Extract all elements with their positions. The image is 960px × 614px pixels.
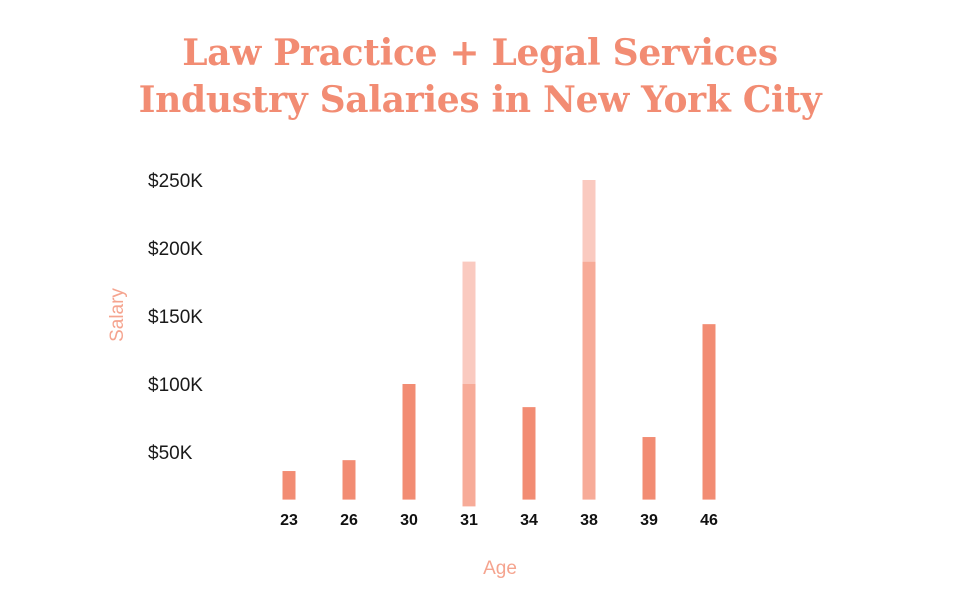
y-tick-label: $100K (148, 375, 203, 396)
x-tick-label: 39 (640, 512, 658, 529)
x-tick-label: 31 (460, 512, 478, 529)
bar (702, 324, 716, 500)
bar-segment-lower (582, 261, 596, 500)
y-tick-label: $50K (148, 443, 193, 464)
bars (282, 180, 716, 507)
x-tick-label: 30 (400, 512, 418, 529)
bar-segment-lower (462, 384, 476, 507)
y-axis-label: Salary (107, 288, 128, 342)
x-tick-label: 26 (340, 512, 358, 529)
y-axis-ticks: $250K $200K $150K $100K $50K (148, 171, 203, 464)
y-tick-label: $250K (148, 171, 203, 192)
y-tick-label: $200K (148, 239, 203, 260)
x-tick-label: 38 (580, 512, 598, 529)
x-tick-label: 23 (280, 512, 298, 529)
bar (342, 460, 356, 500)
chart-title-line-2: Industry Salaries in New York City (138, 79, 822, 121)
x-tick-label: 34 (520, 512, 538, 529)
x-axis-ticks: 23 26 30 31 34 38 39 46 (280, 512, 718, 529)
bar (282, 471, 296, 500)
bar (402, 384, 416, 500)
bar (642, 437, 656, 500)
bar-segment-upper (462, 261, 476, 384)
bar (522, 407, 536, 500)
y-tick-label: $150K (148, 307, 203, 328)
chart-title-line-1: Law Practice + Legal Services (182, 32, 778, 74)
x-axis-label: Age (483, 558, 517, 579)
chart-title: Law Practice + Legal Services Industry S… (0, 30, 960, 124)
x-tick-label: 46 (700, 512, 718, 529)
bar-segment-upper (582, 180, 596, 262)
